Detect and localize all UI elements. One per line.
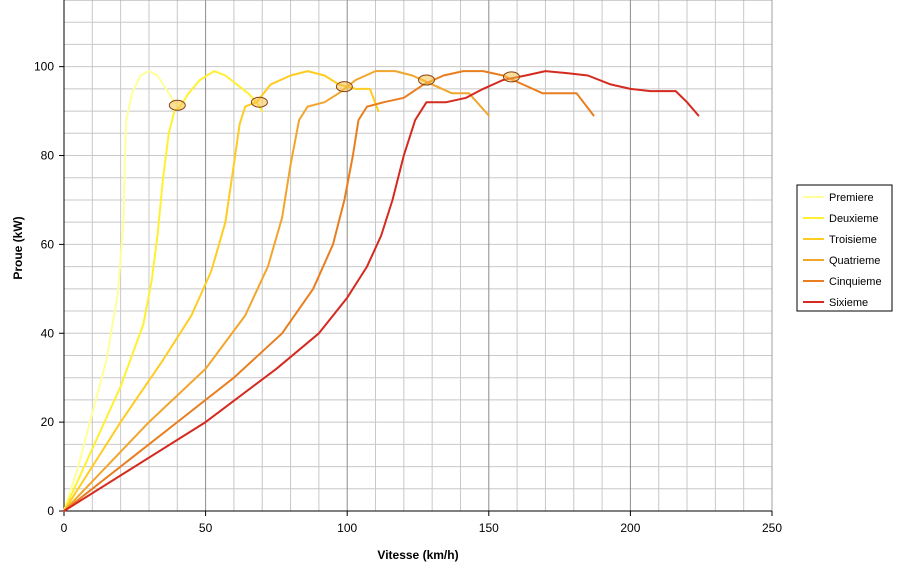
shift-point-marker: [417, 74, 435, 86]
legend-label-troisieme: Troisieme: [829, 234, 877, 246]
legend-box: [796, 184, 893, 312]
y-tick-label: 80: [41, 149, 55, 163]
y-axis-title: Proue (kW): [11, 216, 25, 279]
x-tick-label: 50: [199, 521, 213, 535]
series-line-sixieme: [63, 70, 700, 512]
shift-point-marker: [335, 81, 353, 93]
legend-label-quatrieme: Quatrieme: [829, 255, 880, 267]
axis-layer: 0 50 100 150 200 250 0 20 40 60 80 100: [34, 0, 782, 535]
legend-label-premiere: Premiere: [829, 192, 874, 204]
x-tick-label: 0: [61, 521, 68, 535]
series-line-quatrieme: [63, 70, 490, 512]
y-tick-label: 40: [41, 326, 55, 340]
legend-label-sixieme: Sixieme: [829, 297, 868, 309]
plot-area: [64, 0, 772, 511]
y-tick-label: 20: [41, 415, 55, 429]
shift-point-marker: [250, 96, 268, 108]
y-tick-label: 0: [47, 504, 54, 518]
x-tick-label: 250: [762, 521, 782, 535]
series-line-cinquieme: [63, 70, 595, 512]
shift-markers: [168, 71, 520, 111]
x-axis-title: Vitesse (km/h): [377, 548, 458, 562]
series-line-premiere: [63, 70, 182, 512]
x-tick-label: 150: [479, 521, 499, 535]
shift-point-marker: [168, 99, 186, 111]
y-tick-label: 100: [34, 60, 54, 74]
legend-label-cinquieme: Cinquieme: [829, 276, 882, 288]
x-tick-label: 200: [620, 521, 640, 535]
shift-point-marker: [502, 71, 520, 83]
legend-label-deuxieme: Deuxieme: [829, 213, 879, 225]
legend: Premiere Deuxieme Troisieme Quatrieme Cinqui…: [796, 184, 893, 312]
y-tick-label: 60: [41, 237, 55, 251]
x-tick-label: 100: [337, 521, 357, 535]
